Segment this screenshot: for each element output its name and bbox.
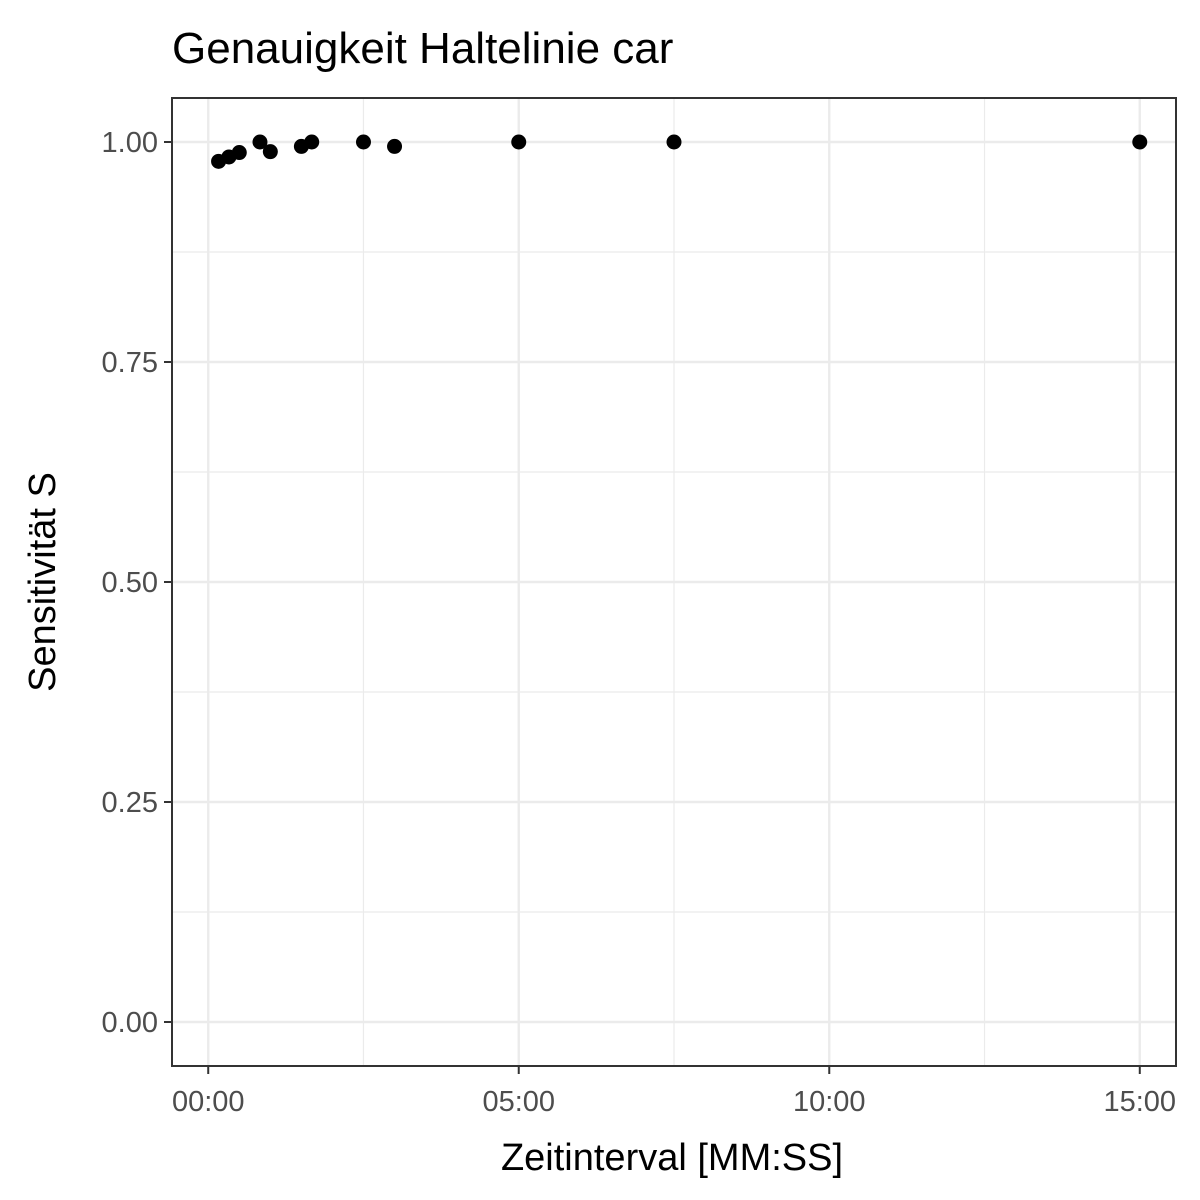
data-point: [231, 145, 247, 161]
y-tick-label: 1.00: [102, 127, 158, 159]
data-point: [387, 138, 403, 154]
data-point: [511, 134, 527, 150]
y-tick-label: 0.75: [102, 347, 158, 379]
y-tick-label: 0.50: [102, 567, 158, 599]
x-tick-label: 10:00: [793, 1086, 866, 1118]
x-tick-label: 05:00: [482, 1086, 555, 1118]
x-axis: 00:00 05:00 10:00 15:00: [172, 1066, 1176, 1118]
y-tick-label: 0.00: [102, 1007, 158, 1039]
data-point: [355, 134, 371, 150]
x-tick-label: 15:00: [1103, 1086, 1176, 1118]
data-points: [211, 134, 1148, 169]
y-axis: 0.00 0.25 0.50 0.75 1.00: [102, 127, 172, 1039]
chart-title: Genauigkeit Haltelinie car: [172, 24, 673, 73]
data-point: [252, 134, 268, 150]
data-point: [304, 134, 320, 150]
y-tick-label: 0.25: [102, 787, 158, 819]
major-gridlines: [172, 98, 1176, 1066]
x-axis-title: Zeitinterval [MM:SS]: [501, 1137, 843, 1179]
y-axis-title: Sensitivität S: [22, 472, 64, 692]
data-point: [1132, 134, 1148, 150]
x-tick-label: 00:00: [172, 1086, 245, 1118]
data-point: [666, 134, 682, 150]
data-point: [262, 144, 278, 160]
